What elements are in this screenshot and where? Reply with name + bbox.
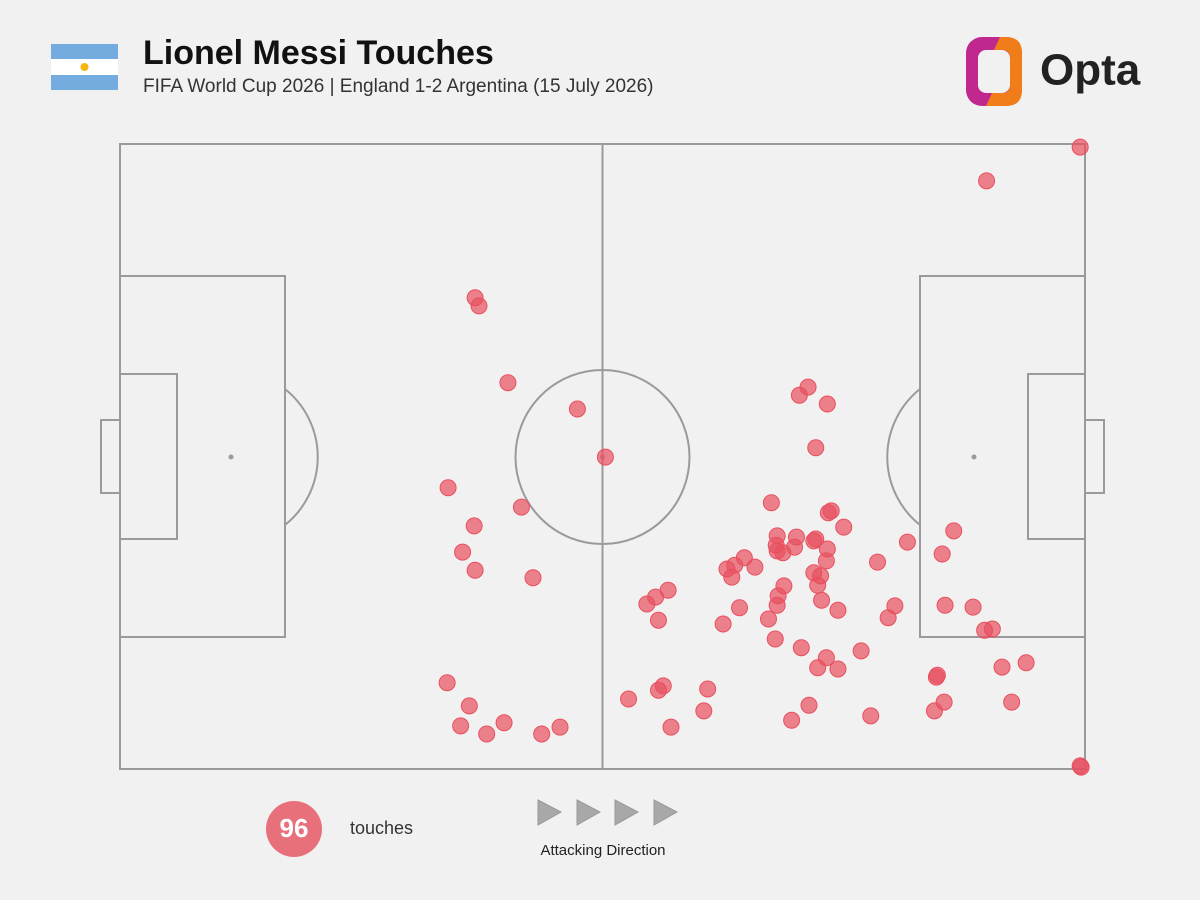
touch [993, 658, 1011, 676]
touch [774, 544, 792, 562]
touch [620, 690, 638, 708]
touch [1003, 693, 1021, 711]
touch [759, 610, 777, 628]
touch [699, 680, 717, 698]
touch [852, 642, 870, 660]
chart-subtitle: FIFA World Cup 2026 | England 1-2 Argent… [143, 76, 654, 97]
touch [478, 725, 496, 743]
chart-title: Lionel Messi Touches [143, 34, 494, 72]
touch [829, 601, 847, 619]
touch [649, 681, 667, 699]
touch [898, 533, 916, 551]
touch [762, 494, 780, 512]
total-count: 96 [280, 813, 309, 843]
brand-name: Opta [1040, 46, 1141, 95]
touch [933, 545, 951, 563]
touch [466, 561, 484, 579]
touch [807, 439, 825, 457]
touch [835, 518, 853, 536]
touch [649, 611, 667, 629]
touch [438, 674, 456, 692]
touch [964, 598, 982, 616]
touch [818, 395, 836, 413]
touch [936, 596, 954, 614]
touch [723, 568, 741, 586]
touch [460, 697, 478, 715]
touch [746, 558, 764, 576]
touch [817, 552, 835, 570]
touch [568, 400, 586, 418]
touch [454, 543, 472, 561]
touch [731, 599, 749, 617]
touch [662, 718, 680, 736]
touch [512, 498, 530, 516]
touch [439, 479, 457, 497]
touch [768, 596, 786, 614]
touch [813, 591, 831, 609]
touch [862, 707, 880, 725]
touch [879, 609, 897, 627]
touch [1071, 138, 1089, 156]
brand-logo [966, 37, 1022, 106]
touch [925, 702, 943, 720]
touch [809, 659, 827, 677]
touch [533, 725, 551, 743]
touch [766, 630, 784, 648]
touch [869, 553, 887, 571]
touch [983, 620, 1001, 638]
touch [829, 660, 847, 678]
touch [714, 615, 732, 633]
touch [805, 532, 823, 550]
direction-arrows [537, 799, 679, 826]
touch [800, 696, 818, 714]
touch [465, 517, 483, 535]
touch [551, 718, 569, 736]
touch [809, 576, 827, 594]
touch-markers [438, 138, 1090, 776]
touch [499, 374, 517, 392]
flag [51, 44, 118, 90]
touch [790, 386, 808, 404]
touch [945, 522, 963, 540]
touch [695, 702, 713, 720]
touch [1017, 654, 1035, 672]
touch [495, 714, 513, 732]
total-badge [266, 801, 322, 857]
touch [792, 639, 810, 657]
total-label: touches [350, 818, 413, 838]
touch [524, 569, 542, 587]
touch [819, 504, 837, 522]
touch [470, 297, 488, 315]
touch [596, 448, 614, 466]
touch [452, 717, 470, 735]
touch [1072, 758, 1090, 776]
touch [978, 172, 996, 190]
touch [783, 711, 801, 729]
touch [638, 595, 656, 613]
direction-label: Attacking Direction [540, 842, 665, 859]
touch [927, 668, 945, 686]
